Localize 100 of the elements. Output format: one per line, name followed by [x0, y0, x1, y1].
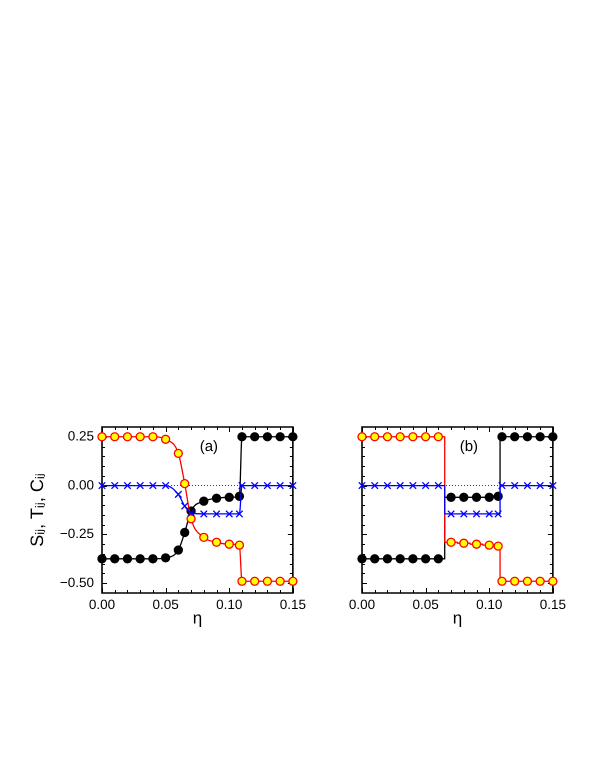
point [522, 432, 532, 442]
point [420, 432, 430, 442]
point [446, 538, 456, 547]
point [548, 482, 557, 490]
x-tick-label: 0.05 [152, 596, 179, 612]
point [124, 482, 132, 490]
point [97, 432, 107, 442]
point [522, 576, 532, 586]
point [494, 510, 502, 518]
point [370, 482, 379, 490]
point [384, 482, 392, 490]
point [548, 576, 558, 586]
point [98, 482, 106, 490]
point [459, 492, 468, 502]
point [485, 510, 494, 518]
x-tick-label: 0.10 [216, 596, 242, 612]
point [225, 510, 234, 518]
point [250, 576, 260, 586]
point [212, 494, 222, 503]
point [262, 432, 272, 442]
point [446, 492, 456, 502]
point [160, 434, 170, 444]
point [510, 482, 519, 490]
point [264, 482, 272, 490]
point [186, 514, 196, 524]
point [548, 432, 558, 442]
point [199, 496, 208, 506]
point [447, 510, 455, 518]
point [110, 482, 119, 490]
point [237, 432, 247, 442]
point [510, 576, 520, 586]
point [250, 482, 259, 490]
point [199, 532, 208, 542]
point [276, 482, 284, 490]
point [396, 432, 405, 442]
point [497, 432, 507, 442]
point [420, 554, 430, 564]
point [136, 554, 145, 564]
point [434, 554, 443, 564]
point [408, 554, 418, 564]
point [484, 540, 494, 550]
point [396, 482, 404, 490]
x-axis-title: η [452, 608, 462, 628]
x-tick-label: 0.15 [280, 596, 306, 612]
point [180, 478, 190, 488]
x-tick-label: 0.05 [412, 596, 439, 612]
point [212, 538, 222, 547]
point [110, 554, 120, 564]
point [494, 541, 503, 551]
point [200, 510, 208, 518]
point [370, 432, 380, 442]
point [237, 576, 247, 586]
point [535, 432, 545, 442]
point [110, 432, 120, 442]
point [288, 576, 298, 586]
y-tick-label: 0.25 [68, 428, 94, 444]
point [275, 432, 285, 442]
point [262, 576, 272, 586]
x-axis-title: η [192, 608, 202, 628]
point [472, 540, 482, 549]
point [162, 482, 170, 490]
point [498, 482, 506, 490]
annotation: (b) [460, 438, 478, 456]
point [212, 510, 220, 518]
point [434, 432, 443, 442]
point [288, 482, 297, 490]
point [472, 492, 482, 502]
point [236, 510, 244, 518]
point [224, 492, 234, 502]
point [122, 554, 132, 564]
point [536, 482, 544, 490]
y-tick-label: −0.50 [60, 574, 94, 590]
point [497, 576, 507, 586]
point [180, 502, 189, 510]
point [396, 554, 405, 564]
point [370, 554, 380, 564]
point [234, 540, 244, 550]
point [535, 576, 545, 586]
point [382, 554, 392, 564]
point [472, 510, 480, 518]
point [187, 509, 195, 517]
point [357, 554, 367, 564]
point [160, 553, 170, 562]
point [357, 432, 367, 442]
point [122, 432, 132, 442]
point [288, 432, 298, 442]
y-axis-title: Sᵢⱼ, Tᵢⱼ, Cᵢⱼ [26, 473, 47, 547]
point [358, 482, 366, 490]
point [174, 545, 183, 555]
point [422, 482, 430, 490]
x-tick-label: 0.00 [348, 596, 376, 612]
point [148, 482, 157, 490]
point [174, 490, 182, 498]
point [97, 554, 107, 564]
point [459, 538, 468, 548]
point [408, 482, 417, 490]
point [224, 540, 234, 549]
point [510, 432, 520, 442]
x-tick-label: 0.10 [476, 596, 502, 612]
point [524, 482, 532, 490]
